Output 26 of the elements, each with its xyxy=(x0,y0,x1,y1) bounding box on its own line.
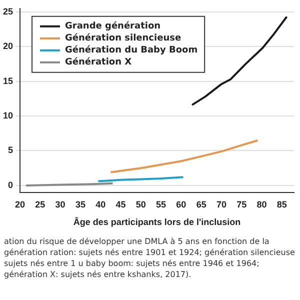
legend-label: Génération X xyxy=(65,56,132,68)
y-tick-label: 15 xyxy=(2,76,14,86)
x-tick-label: 75 xyxy=(236,199,247,210)
x-tick-label: 35 xyxy=(75,199,86,210)
legend-label: Grande génération xyxy=(65,20,161,32)
y-tick-label: 25 xyxy=(2,6,14,16)
y-tick-label: 0 xyxy=(8,180,14,190)
x-tick-label: 45 xyxy=(116,199,126,210)
x-tick-label: 25 xyxy=(35,199,46,210)
x-tick-label: 70 xyxy=(216,199,226,210)
legend-label: Génération silencieuse xyxy=(65,32,182,44)
x-tick-label: 80 xyxy=(256,199,267,210)
x-axis-title: Âge des participants lors de l'inclusion xyxy=(73,216,241,228)
x-tick-label: 40 xyxy=(96,199,106,210)
legend-label: Génération du Baby Boom xyxy=(65,44,198,56)
x-tick-label: 55 xyxy=(156,199,166,210)
x-tick-label: 65 xyxy=(196,199,206,210)
y-tick-label: 10 xyxy=(2,110,14,121)
text: ation du risque de développer une DMLA à 5 ans en fonction de la génération ration: sujets nés entre 1901 et 1924; génération silencieuse sujets nés entre 1 u baby boom: sujets nés entre 1946 et 1964; génération X: sujets nés entre kshanks, 2017). xyxy=(3,236,296,280)
x-tick-label: 85 xyxy=(276,199,287,210)
y-tick-label: 20 xyxy=(2,41,14,52)
x-tick-label: 20 xyxy=(15,199,26,210)
x-tick-label: 30 xyxy=(55,199,66,210)
x-tick-label: 60 xyxy=(176,199,186,210)
y-tick-label: 5 xyxy=(8,145,14,156)
x-tick-label: 50 xyxy=(136,199,146,210)
